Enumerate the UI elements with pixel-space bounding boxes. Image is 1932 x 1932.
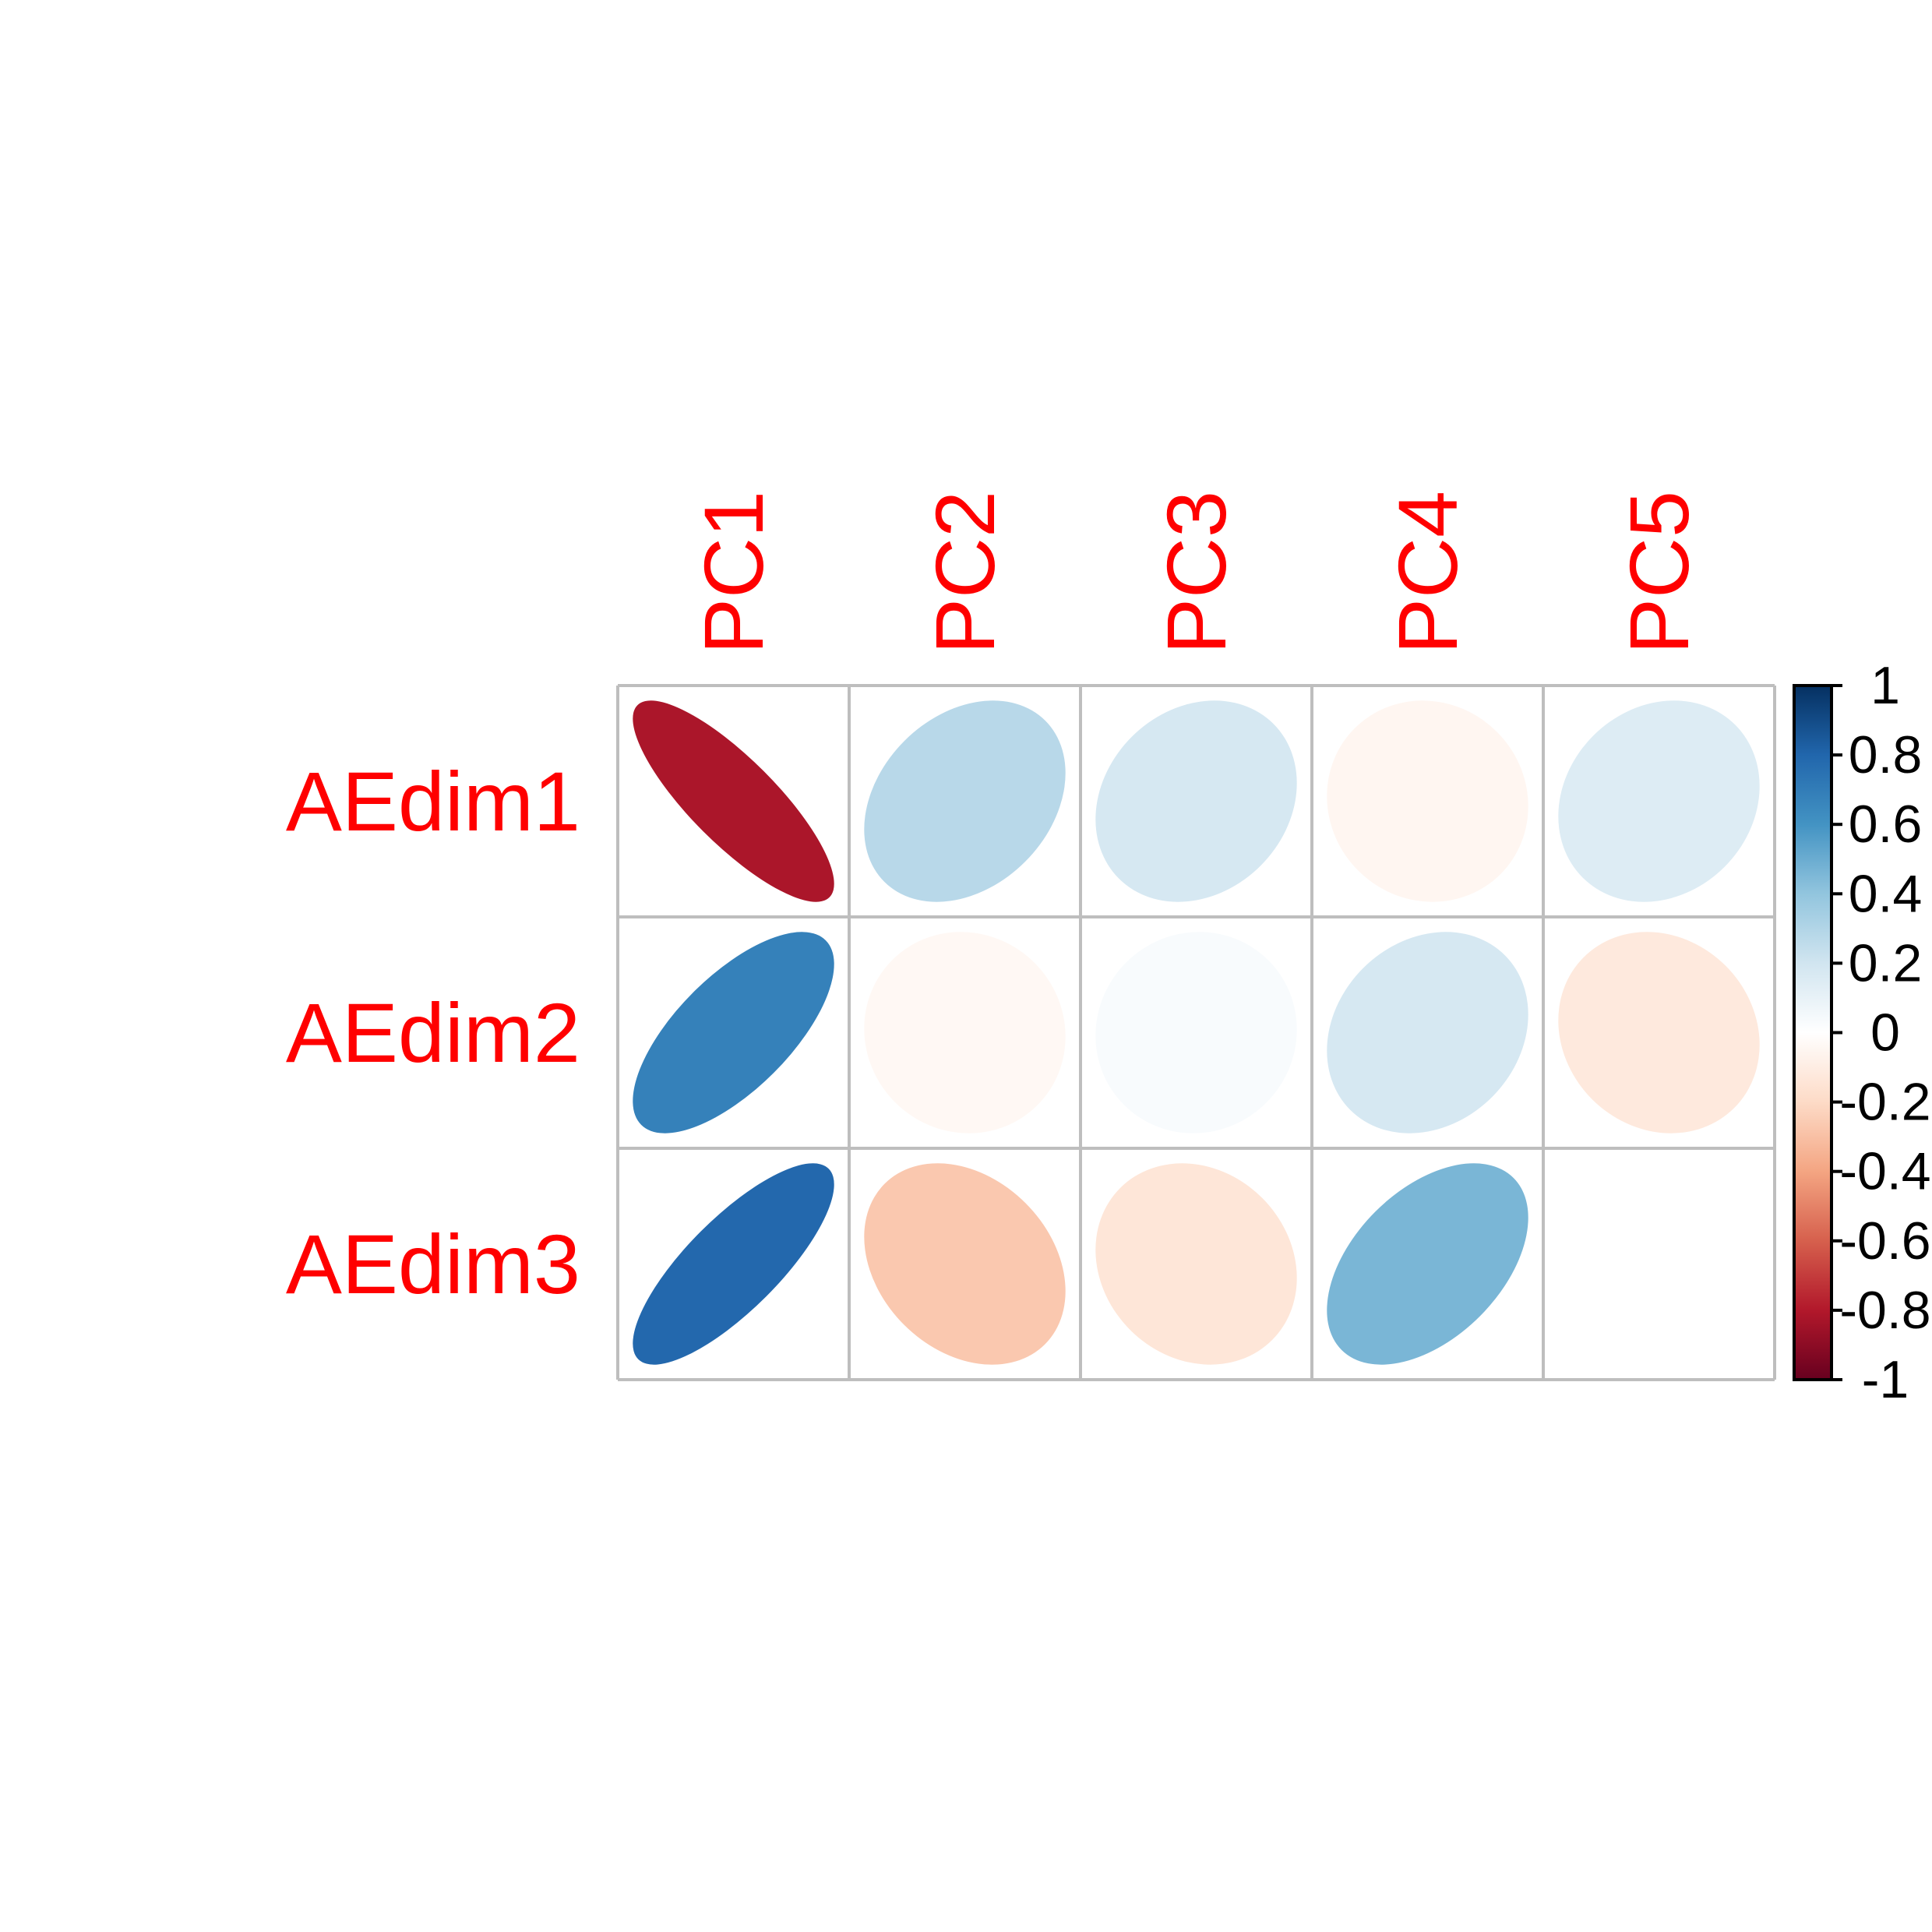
row-label: AEdim3 [286, 1217, 580, 1311]
cell-ellipse-AEdim3-PC1 [633, 1163, 834, 1365]
cell-ellipse-AEdim2-PC5 [1558, 932, 1760, 1133]
cell-ellipse-AEdim1-PC5 [1558, 700, 1760, 902]
colorbar-tick-label: -0.4 [1839, 1142, 1930, 1201]
row-label: AEdim1 [286, 754, 580, 848]
colorbar-tick-label: -0.2 [1839, 1073, 1930, 1132]
colorbar: 1 0.8 0.6 0.4 0.2 0 -0.2 -0.4 -0.6 -0.8 -1 [1793, 656, 1931, 1409]
ellipse-layer [633, 700, 1760, 1365]
row-labels: AEdim1 AEdim2 AEdim3 [286, 754, 580, 1311]
colorbar-tick-label: -1 [1862, 1350, 1909, 1409]
cell-ellipse-AEdim1-PC2 [864, 700, 1066, 902]
cell-ellipse-AEdim2-PC2 [864, 932, 1066, 1133]
column-labels: PC1 PC2 PC3 PC4 PC5 [686, 491, 1706, 654]
cell-ellipse-AEdim3-PC4 [1327, 1163, 1528, 1365]
colorbar-gradient [1793, 684, 1833, 1381]
cell-ellipse-AEdim3-PC2 [864, 1163, 1066, 1365]
cell-ellipse-AEdim2-PC3 [1095, 932, 1297, 1133]
grid-lines [616, 684, 1776, 1381]
cell-ellipse-AEdim3-PC3 [1095, 1163, 1297, 1365]
cell-ellipse-AEdim2-PC4 [1327, 932, 1528, 1133]
colorbar-tick-label: 1 [1870, 656, 1900, 715]
colorbar-tick-label: 0.2 [1849, 933, 1923, 992]
colorbar-tick-label: -0.8 [1839, 1281, 1930, 1340]
column-label: PC5 [1612, 491, 1706, 654]
cell-ellipse-AEdim1-PC3 [1095, 700, 1297, 902]
column-label: PC2 [918, 491, 1012, 654]
column-label: PC1 [686, 491, 781, 654]
colorbar-tick-label: 0.4 [1849, 864, 1923, 923]
colorbar-tick-label: 0.8 [1849, 725, 1923, 784]
colorbar-tick-label: 0 [1870, 1003, 1900, 1063]
colorbar-tick-label: -0.6 [1839, 1211, 1930, 1271]
colorbar-tick-label: 0.6 [1849, 795, 1923, 854]
cell-ellipse-AEdim2-PC1 [633, 932, 834, 1133]
row-label: AEdim2 [286, 985, 580, 1080]
cell-ellipse-AEdim1-PC4 [1327, 700, 1528, 902]
column-label: PC4 [1380, 491, 1475, 654]
column-label: PC3 [1149, 491, 1243, 654]
cell-ellipse-AEdim1-PC1 [633, 700, 834, 902]
cell-ellipse-AEdim3-PC5 [1558, 1163, 1760, 1365]
